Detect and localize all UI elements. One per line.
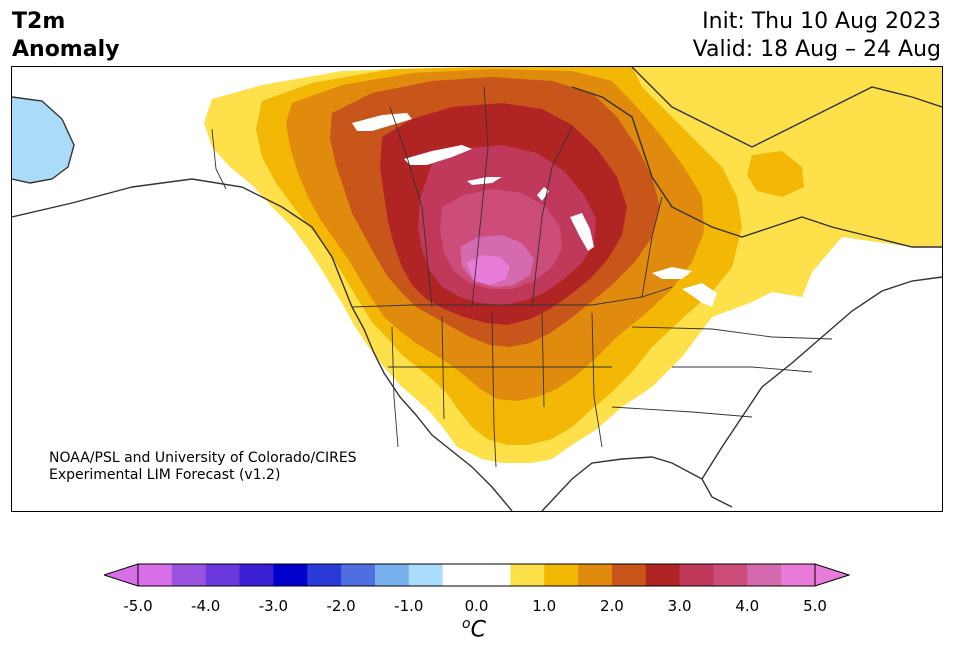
lake-michigan-huron (682, 283, 717, 307)
colorbar-cell (205, 564, 241, 586)
colorbar-cell (138, 564, 173, 586)
colorbar-cell (544, 564, 579, 586)
colorbar-tick-label: -2.0 (326, 597, 356, 615)
colorbar-cell (442, 564, 477, 586)
lake-superior (652, 267, 692, 279)
colorbar-cell (374, 564, 410, 586)
colorbar-cell (476, 564, 511, 586)
valid-range: Valid: 18 Aug – 24 Aug (692, 37, 941, 62)
colorbar-tick-label: 4.0 (735, 597, 760, 615)
colorbar-tick-label: -4.0 (191, 597, 221, 615)
colorbar-cell (713, 564, 748, 586)
coastlines (12, 67, 942, 511)
colorbar (104, 563, 850, 587)
contour-9 (466, 255, 510, 285)
colorbar-tick-label: -3.0 (258, 597, 289, 615)
colorbar-cell (171, 564, 207, 586)
colorbar-extend-max (814, 563, 850, 587)
lake-great-slave (404, 145, 472, 165)
title-variable-line2: Anomaly (12, 37, 120, 62)
unit-degree: o (462, 616, 471, 632)
colorbar-cell (307, 564, 342, 586)
colorbar-tick-label: 5.0 (803, 597, 827, 615)
attribution: NOAA/PSL and University of Colorado/CIRE… (49, 450, 357, 484)
map-canvas (12, 67, 942, 511)
attribution-line1: NOAA/PSL and University of Colorado/CIRE… (49, 450, 357, 466)
lake-winnipeg (570, 213, 594, 251)
colorbar-cells (138, 564, 816, 586)
colorbar-cell (747, 564, 782, 586)
colorbar-cell (611, 564, 647, 586)
colorbar-tick-label: 3.0 (667, 597, 692, 615)
colorbar-tick-label: -1.0 (394, 597, 424, 615)
contour-2-east (747, 151, 804, 197)
anomaly-map (11, 66, 943, 512)
title-variable-line1: T2m (12, 9, 66, 34)
political-borders (211, 86, 833, 468)
colorbar-unit: oC (462, 616, 486, 642)
colorbar-cell (645, 564, 681, 586)
contour-cold-alaska (12, 97, 74, 183)
attribution-line2: Experimental LIM Forecast (v1.2) (49, 467, 281, 483)
init-date: Init: Thu 10 Aug 2023 (702, 9, 941, 34)
colorbar-cell (341, 564, 376, 586)
colorbar-outline (137, 563, 816, 587)
forecast-dates: Init: Thu 10 Aug 2023 Valid: 18 Aug – 24… (693, 8, 941, 64)
map-title: T2m Anomaly (12, 8, 119, 64)
colorbar-cell (781, 564, 816, 586)
colorbar-cell (408, 564, 444, 586)
colorbar-cell (273, 564, 308, 586)
colorbar-cell (679, 564, 714, 586)
colorbar-extend-min (104, 563, 139, 587)
lake-reindeer (537, 187, 549, 201)
colorbar-cell (510, 564, 545, 586)
unit-celsius: C (470, 617, 486, 643)
colorbar-tick-label: 2.0 (599, 597, 624, 615)
colorbar-tick-label: 0.0 (464, 597, 489, 615)
colorbar-cell (239, 564, 274, 586)
colorbar-tick-label: -5.0 (123, 597, 153, 615)
colorbar-cell (578, 564, 613, 586)
colorbar-tick-label: 1.0 (532, 597, 557, 615)
lake-great-bear (352, 113, 412, 131)
